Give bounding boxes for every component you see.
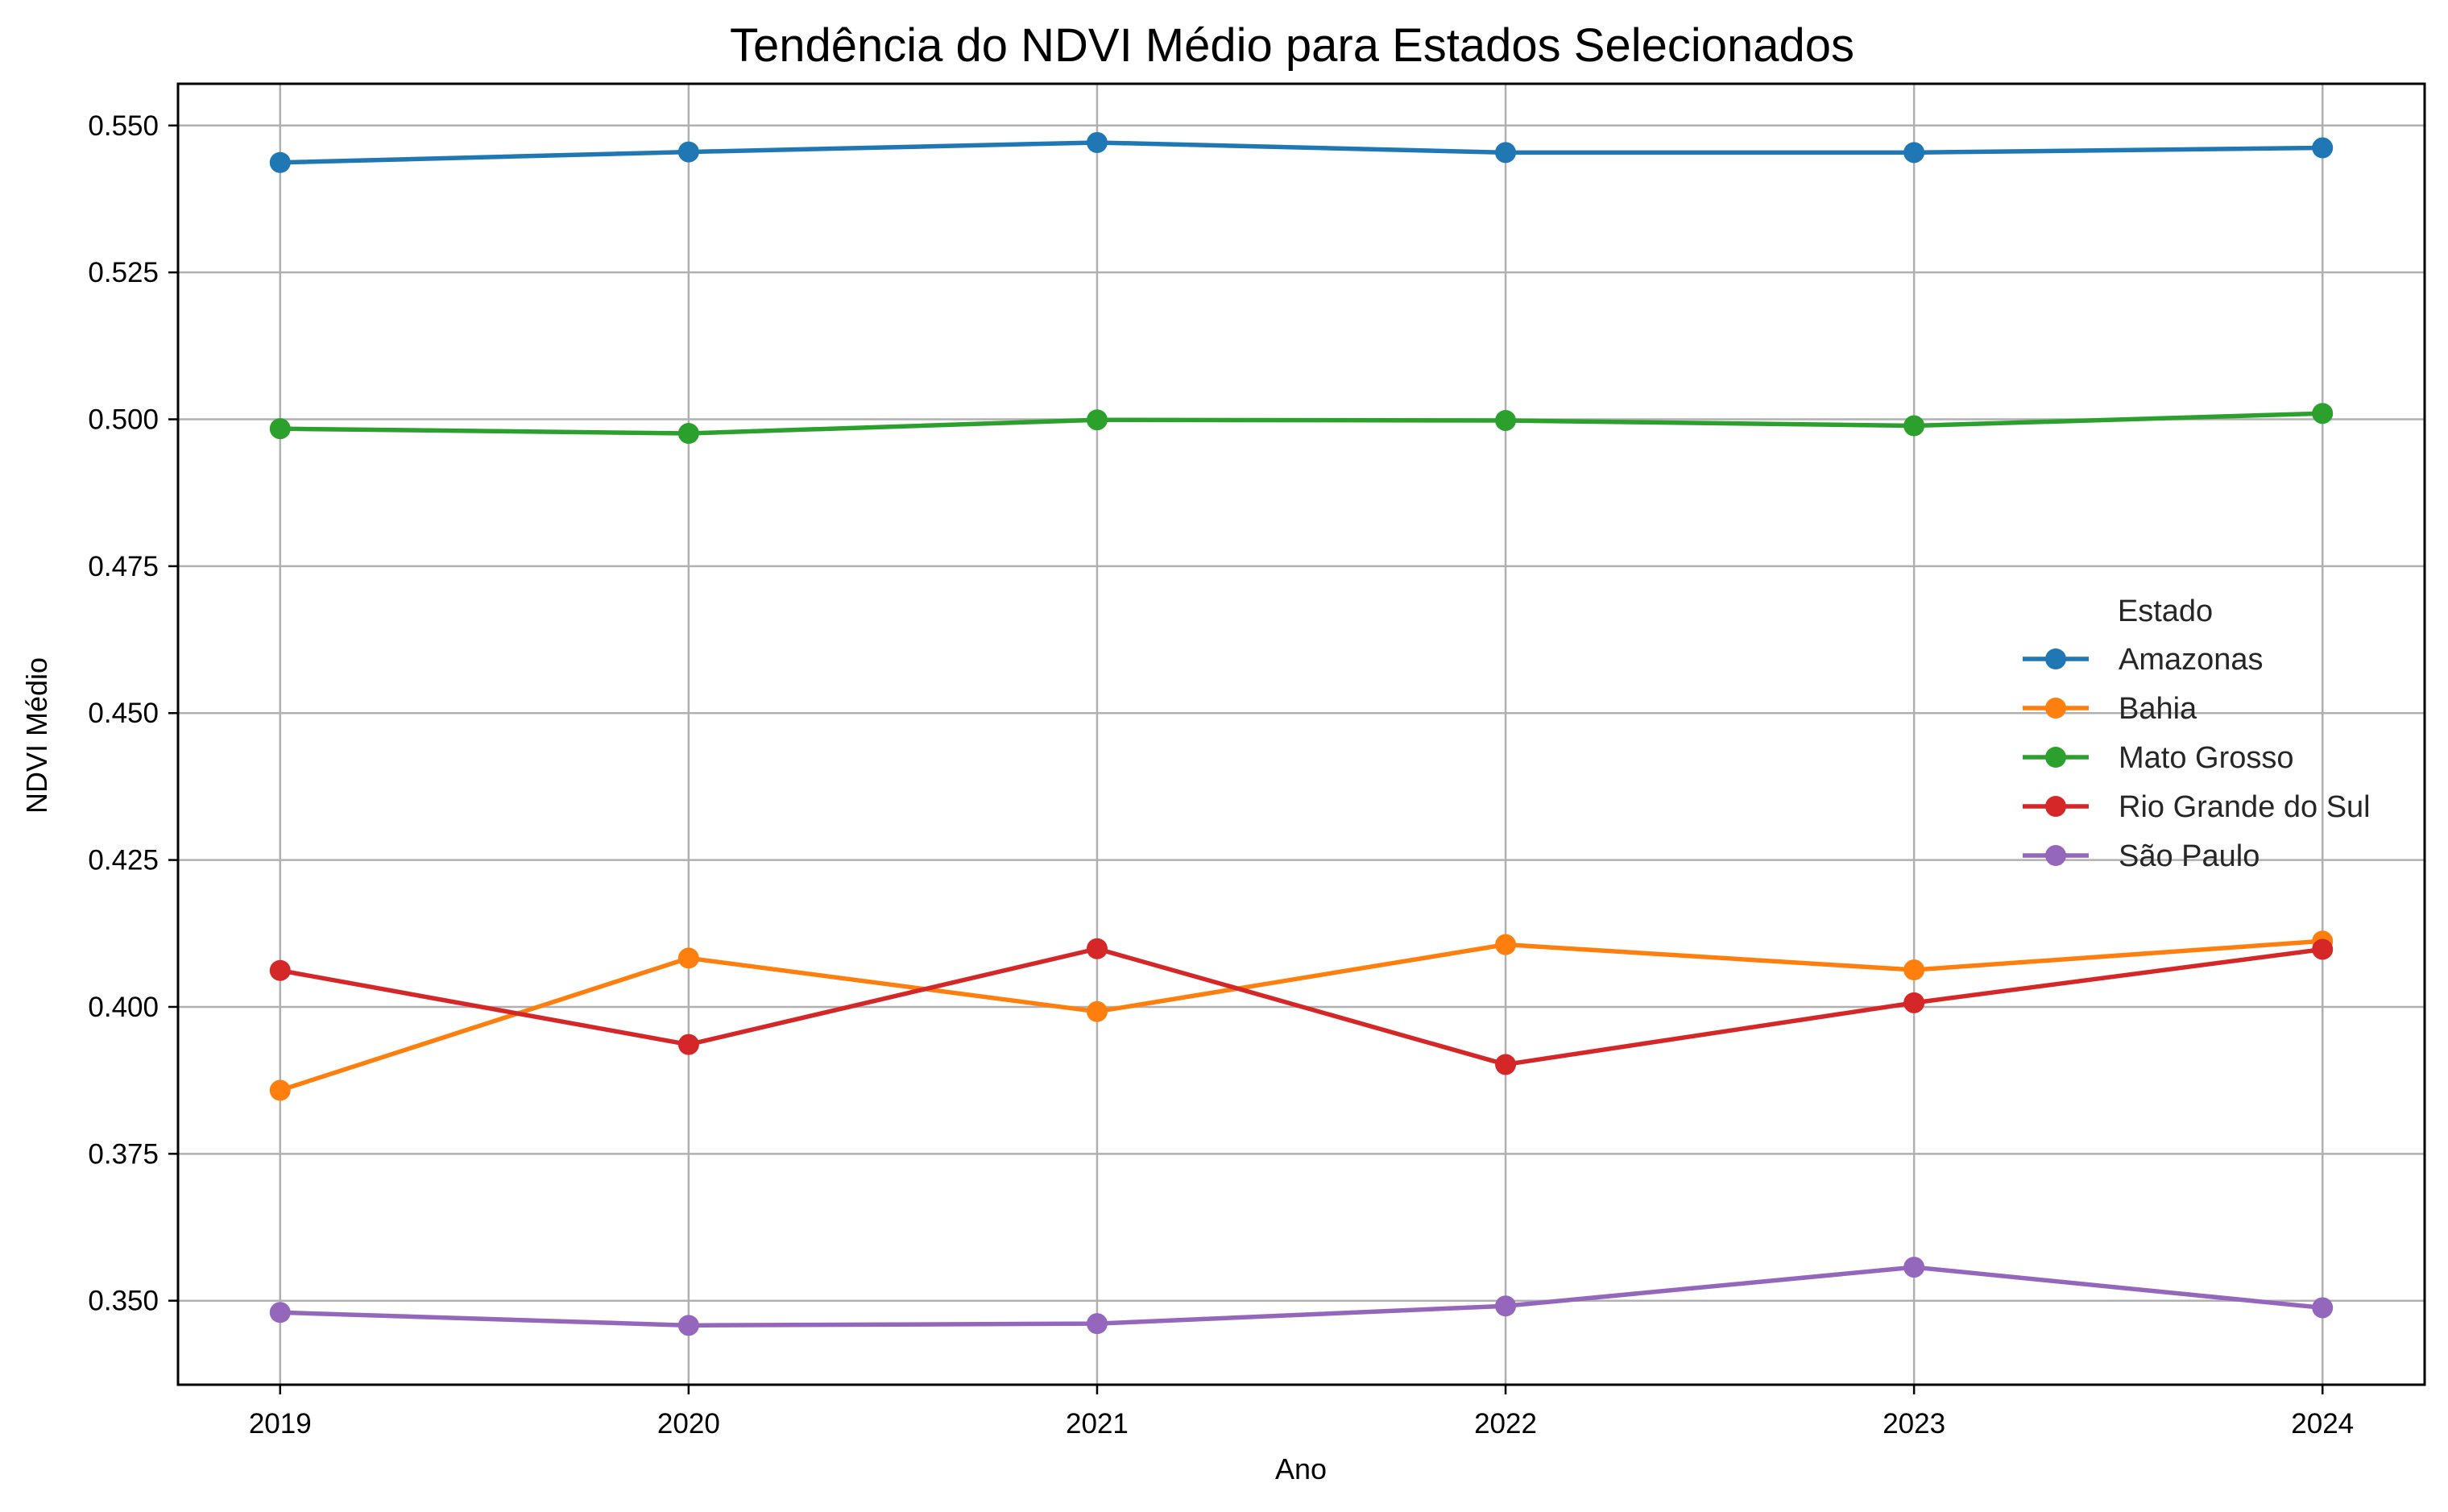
- legend-label: Amazonas: [2119, 643, 2264, 677]
- y-tick-label: 0.375: [88, 1138, 159, 1170]
- legend: Estado Amazonas Bahia Mato Grosso Rio Grand…: [2023, 594, 2371, 873]
- legend-label: Rio Grande do Sul: [2119, 790, 2371, 824]
- x-axis-label: Ano: [1275, 1452, 1327, 1485]
- data-point-rio-grande-do-sul: [2312, 938, 2334, 960]
- data-point-mato-grosso: [1086, 409, 1108, 431]
- series-rio-grande-do-sul: [269, 938, 2334, 1075]
- data-point-amazonas: [1086, 131, 1108, 153]
- data-point-mato-grosso: [269, 418, 291, 440]
- data-point-bahia: [1086, 1000, 1108, 1022]
- legend-marker: [2045, 845, 2066, 866]
- legend-marker: [2045, 796, 2066, 817]
- y-tick-label: 0.475: [88, 551, 159, 582]
- data-point-sao-paulo: [1903, 1257, 1925, 1278]
- data-point-bahia: [677, 947, 699, 969]
- data-point-sao-paulo: [269, 1302, 291, 1324]
- x-tick-label: 2024: [2291, 1408, 2354, 1440]
- series-amazonas: [269, 131, 2334, 173]
- data-point-rio-grande-do-sul: [1495, 1054, 1517, 1075]
- legend-title: Estado: [2118, 594, 2213, 628]
- legend-label: Bahia: [2119, 692, 2197, 726]
- y-tick-label: 0.400: [88, 992, 159, 1023]
- data-point-amazonas: [677, 141, 699, 163]
- y-tick-label: 0.350: [88, 1286, 159, 1317]
- y-tick-label: 0.525: [88, 257, 159, 288]
- data-point-bahia: [1495, 934, 1517, 955]
- legend-item-mato-grosso: Mato Grosso: [2023, 741, 2294, 775]
- x-tick-label: 2019: [249, 1408, 312, 1440]
- series-line-sao-paulo: [280, 1265, 2323, 1328]
- x-tick-label: 2022: [1474, 1408, 1537, 1440]
- data-point-amazonas: [1903, 142, 1925, 164]
- series-mato-grosso: [269, 403, 2334, 445]
- data-point-mato-grosso: [1903, 415, 1925, 437]
- series-line-mato-grosso: [280, 411, 2323, 436]
- series-bahia: [269, 930, 2334, 1101]
- data-point-mato-grosso: [677, 423, 699, 445]
- legend-item-bahia: Bahia: [2023, 692, 2197, 726]
- legend-marker: [2045, 698, 2066, 719]
- y-tick-label: 0.500: [88, 404, 159, 436]
- data-point-rio-grande-do-sul: [1903, 992, 1925, 1013]
- data-point-amazonas: [269, 151, 291, 173]
- data-point-sao-paulo: [1495, 1295, 1517, 1317]
- legend-marker: [2045, 747, 2066, 768]
- data-point-mato-grosso: [1495, 409, 1517, 431]
- data-point-sao-paulo: [677, 1315, 699, 1336]
- series-line-bahia: [279, 938, 2323, 1093]
- legend-label: Mato Grosso: [2119, 741, 2294, 775]
- legend-label: São Paulo: [2119, 839, 2260, 873]
- data-point-amazonas: [2312, 137, 2334, 159]
- legend-marker: [2045, 648, 2066, 669]
- x-tick-label: 2020: [657, 1408, 720, 1440]
- series-sao-paulo: [269, 1257, 2334, 1336]
- data-point-bahia: [269, 1079, 291, 1101]
- data-point-mato-grosso: [2312, 403, 2334, 425]
- data-point-sao-paulo: [2312, 1297, 2334, 1319]
- series-line-rio-grande-do-sul: [280, 946, 2323, 1067]
- y-tick-label: 0.425: [88, 845, 159, 876]
- data-point-rio-grande-do-sul: [269, 959, 291, 981]
- data-point-sao-paulo: [1086, 1313, 1108, 1335]
- data-point-rio-grande-do-sul: [677, 1034, 699, 1055]
- legend-item-rio-grande-do-sul: Rio Grande do Sul: [2023, 790, 2371, 824]
- x-tick-label: 2023: [1883, 1408, 1945, 1440]
- y-tick-label: 0.450: [88, 698, 159, 729]
- series-lines: [269, 131, 2334, 1336]
- x-tick-label: 2021: [1066, 1408, 1129, 1440]
- data-point-bahia: [1903, 959, 1925, 981]
- y-tick-label: 0.550: [88, 110, 159, 142]
- data-point-amazonas: [1495, 142, 1517, 164]
- chart-title: Tendência do NDVI Médio para Estados Sel…: [730, 19, 1854, 72]
- data-point-rio-grande-do-sul: [1086, 938, 1108, 959]
- series-line-amazonas: [280, 140, 2323, 165]
- grid-lines: [178, 84, 2425, 1385]
- axis-ticks: 2019 2020 2021 2022 2023 2024 0.350 0.375 0.400 0…: [88, 110, 2354, 1440]
- legend-item-amazonas: Amazonas: [2023, 643, 2264, 677]
- legend-item-sao-paulo: São Paulo: [2023, 839, 2260, 873]
- plot-frame: [176, 82, 2426, 1386]
- y-axis-label: NDVI Médio: [20, 657, 53, 814]
